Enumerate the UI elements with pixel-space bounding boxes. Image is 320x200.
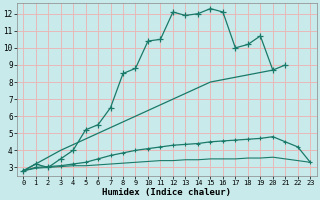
X-axis label: Humidex (Indice chaleur): Humidex (Indice chaleur)	[102, 188, 231, 197]
